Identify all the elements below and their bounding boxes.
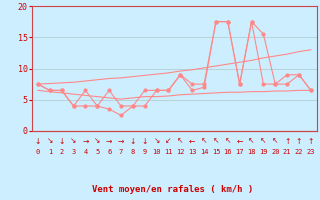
Text: 12: 12 (176, 149, 185, 155)
Text: ↓: ↓ (35, 136, 41, 146)
Text: ↖: ↖ (213, 136, 219, 146)
Text: ↘: ↘ (47, 136, 53, 146)
Text: 4: 4 (83, 149, 88, 155)
Text: 22: 22 (295, 149, 303, 155)
Text: ↙: ↙ (165, 136, 172, 146)
Text: ↖: ↖ (177, 136, 184, 146)
Text: 2: 2 (60, 149, 64, 155)
Text: 13: 13 (188, 149, 196, 155)
Text: 23: 23 (307, 149, 315, 155)
Text: →: → (106, 136, 112, 146)
Text: ↖: ↖ (201, 136, 207, 146)
Text: 9: 9 (143, 149, 147, 155)
Text: ←: ← (189, 136, 196, 146)
Text: ←: ← (236, 136, 243, 146)
Text: ↖: ↖ (248, 136, 255, 146)
Text: ↖: ↖ (225, 136, 231, 146)
Text: 6: 6 (107, 149, 111, 155)
Text: ↘: ↘ (94, 136, 100, 146)
Text: ↓: ↓ (59, 136, 65, 146)
Text: ↓: ↓ (141, 136, 148, 146)
Text: →: → (82, 136, 89, 146)
Text: 15: 15 (212, 149, 220, 155)
Text: ↑: ↑ (284, 136, 290, 146)
Text: 5: 5 (95, 149, 100, 155)
Text: ↘: ↘ (70, 136, 77, 146)
Text: ↑: ↑ (296, 136, 302, 146)
Text: 11: 11 (164, 149, 173, 155)
Text: ↓: ↓ (130, 136, 136, 146)
Text: 20: 20 (271, 149, 279, 155)
Text: 8: 8 (131, 149, 135, 155)
Text: 17: 17 (236, 149, 244, 155)
Text: 0: 0 (36, 149, 40, 155)
Text: 7: 7 (119, 149, 123, 155)
Text: ↘: ↘ (153, 136, 160, 146)
Text: ↖: ↖ (260, 136, 267, 146)
Text: →: → (118, 136, 124, 146)
Text: 19: 19 (259, 149, 268, 155)
Text: ↑: ↑ (308, 136, 314, 146)
Text: 1: 1 (48, 149, 52, 155)
Text: 18: 18 (247, 149, 256, 155)
Text: 10: 10 (152, 149, 161, 155)
Text: 21: 21 (283, 149, 292, 155)
Text: 14: 14 (200, 149, 208, 155)
Text: 3: 3 (71, 149, 76, 155)
Text: ↖: ↖ (272, 136, 278, 146)
Text: Vent moyen/en rafales ( km/h ): Vent moyen/en rafales ( km/h ) (92, 185, 253, 194)
Text: 16: 16 (224, 149, 232, 155)
